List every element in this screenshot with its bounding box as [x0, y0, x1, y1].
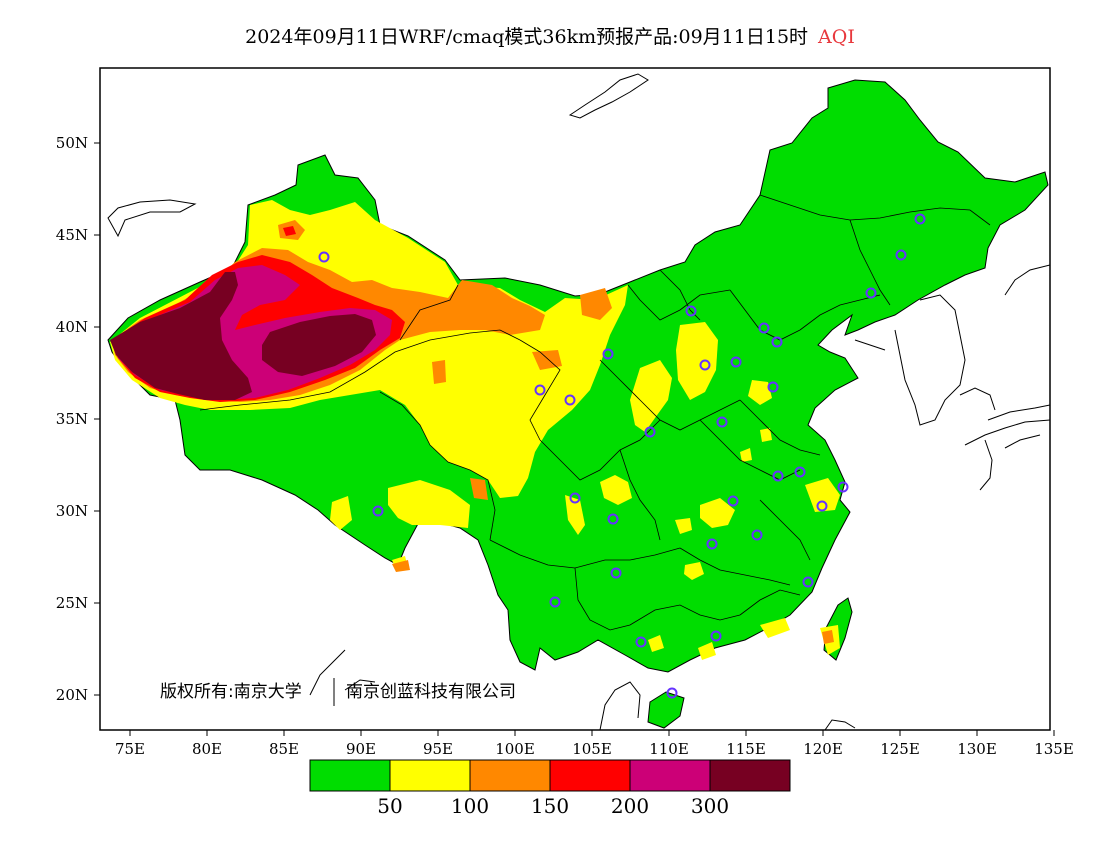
lon-tick-label: 115E — [726, 740, 766, 758]
copyright-prefix: 版权所有:南京大学 — [160, 682, 302, 702]
colorbar-swatch — [309, 759, 391, 792]
colorbar-label: 200 — [611, 794, 649, 818]
lon-tick-label: 100E — [495, 740, 535, 758]
lon-tick-label: 80E — [192, 740, 222, 758]
lon-tick-label: 120E — [803, 740, 843, 758]
lon-tick-label: 135E — [1034, 740, 1074, 758]
lat-tick-label: 30N — [56, 502, 88, 520]
copyright-note: 版权所有:南京大学 南京创蓝科技有限公司 — [160, 678, 516, 706]
colorbar-swatch — [549, 759, 631, 792]
longitude-axis: 75E 80E 85E 90E 95E 100E 105E 110E 115E 120E 125E 1… — [115, 730, 1074, 758]
lon-tick-label: 105E — [572, 740, 612, 758]
colorbar: 50 100 150 200 300 — [309, 759, 791, 818]
lat-tick-label: 45N — [56, 226, 88, 244]
lon-tick-label: 95E — [423, 740, 453, 758]
lon-tick-label: 130E — [957, 740, 997, 758]
province-boundaries — [199, 194, 991, 631]
colorbar-swatch — [709, 759, 791, 792]
aqi-hazardous-regions — [110, 272, 376, 400]
lat-tick-label: 20N — [56, 686, 88, 704]
lat-tick-label: 25N — [56, 594, 88, 612]
map-title: 2024年09月11日WRF/cmaq模式36km预报产品:09月11日15时 A… — [0, 22, 1100, 49]
colorbar-label: 100 — [451, 794, 489, 818]
colorbar-swatch — [389, 759, 471, 792]
hainan-island — [647, 691, 685, 729]
colorbar-swatch — [469, 759, 551, 792]
lat-tick-label: 35N — [56, 410, 88, 428]
colorbar-swatch — [629, 759, 711, 792]
copyright-suffix: 南京创蓝科技有限公司 — [346, 682, 516, 702]
neighbor-coastlines — [107, 73, 1050, 730]
colorbar-label: 300 — [691, 794, 729, 818]
lat-tick-label: 40N — [56, 318, 88, 336]
variable-label: AQI — [818, 26, 855, 48]
map-frame — [99, 67, 1051, 731]
latitude-axis: 50N 45N 40N 35N 30N 25N 20N — [56, 134, 100, 704]
lon-tick-label: 125E — [880, 740, 920, 758]
lon-tick-label: 110E — [649, 740, 689, 758]
city-markers — [318, 213, 926, 699]
lon-tick-label: 75E — [115, 740, 145, 758]
lon-tick-label: 85E — [269, 740, 299, 758]
map-plot — [107, 73, 1050, 730]
colorbar-label: 150 — [531, 794, 569, 818]
map-title-text: 2024年09月11日WRF/cmaq模式36km预报产品:09月11日15时 — [245, 26, 809, 48]
colorbar-label: 50 — [377, 794, 402, 818]
lon-tick-label: 90E — [346, 740, 376, 758]
lat-tick-label: 50N — [56, 134, 88, 152]
